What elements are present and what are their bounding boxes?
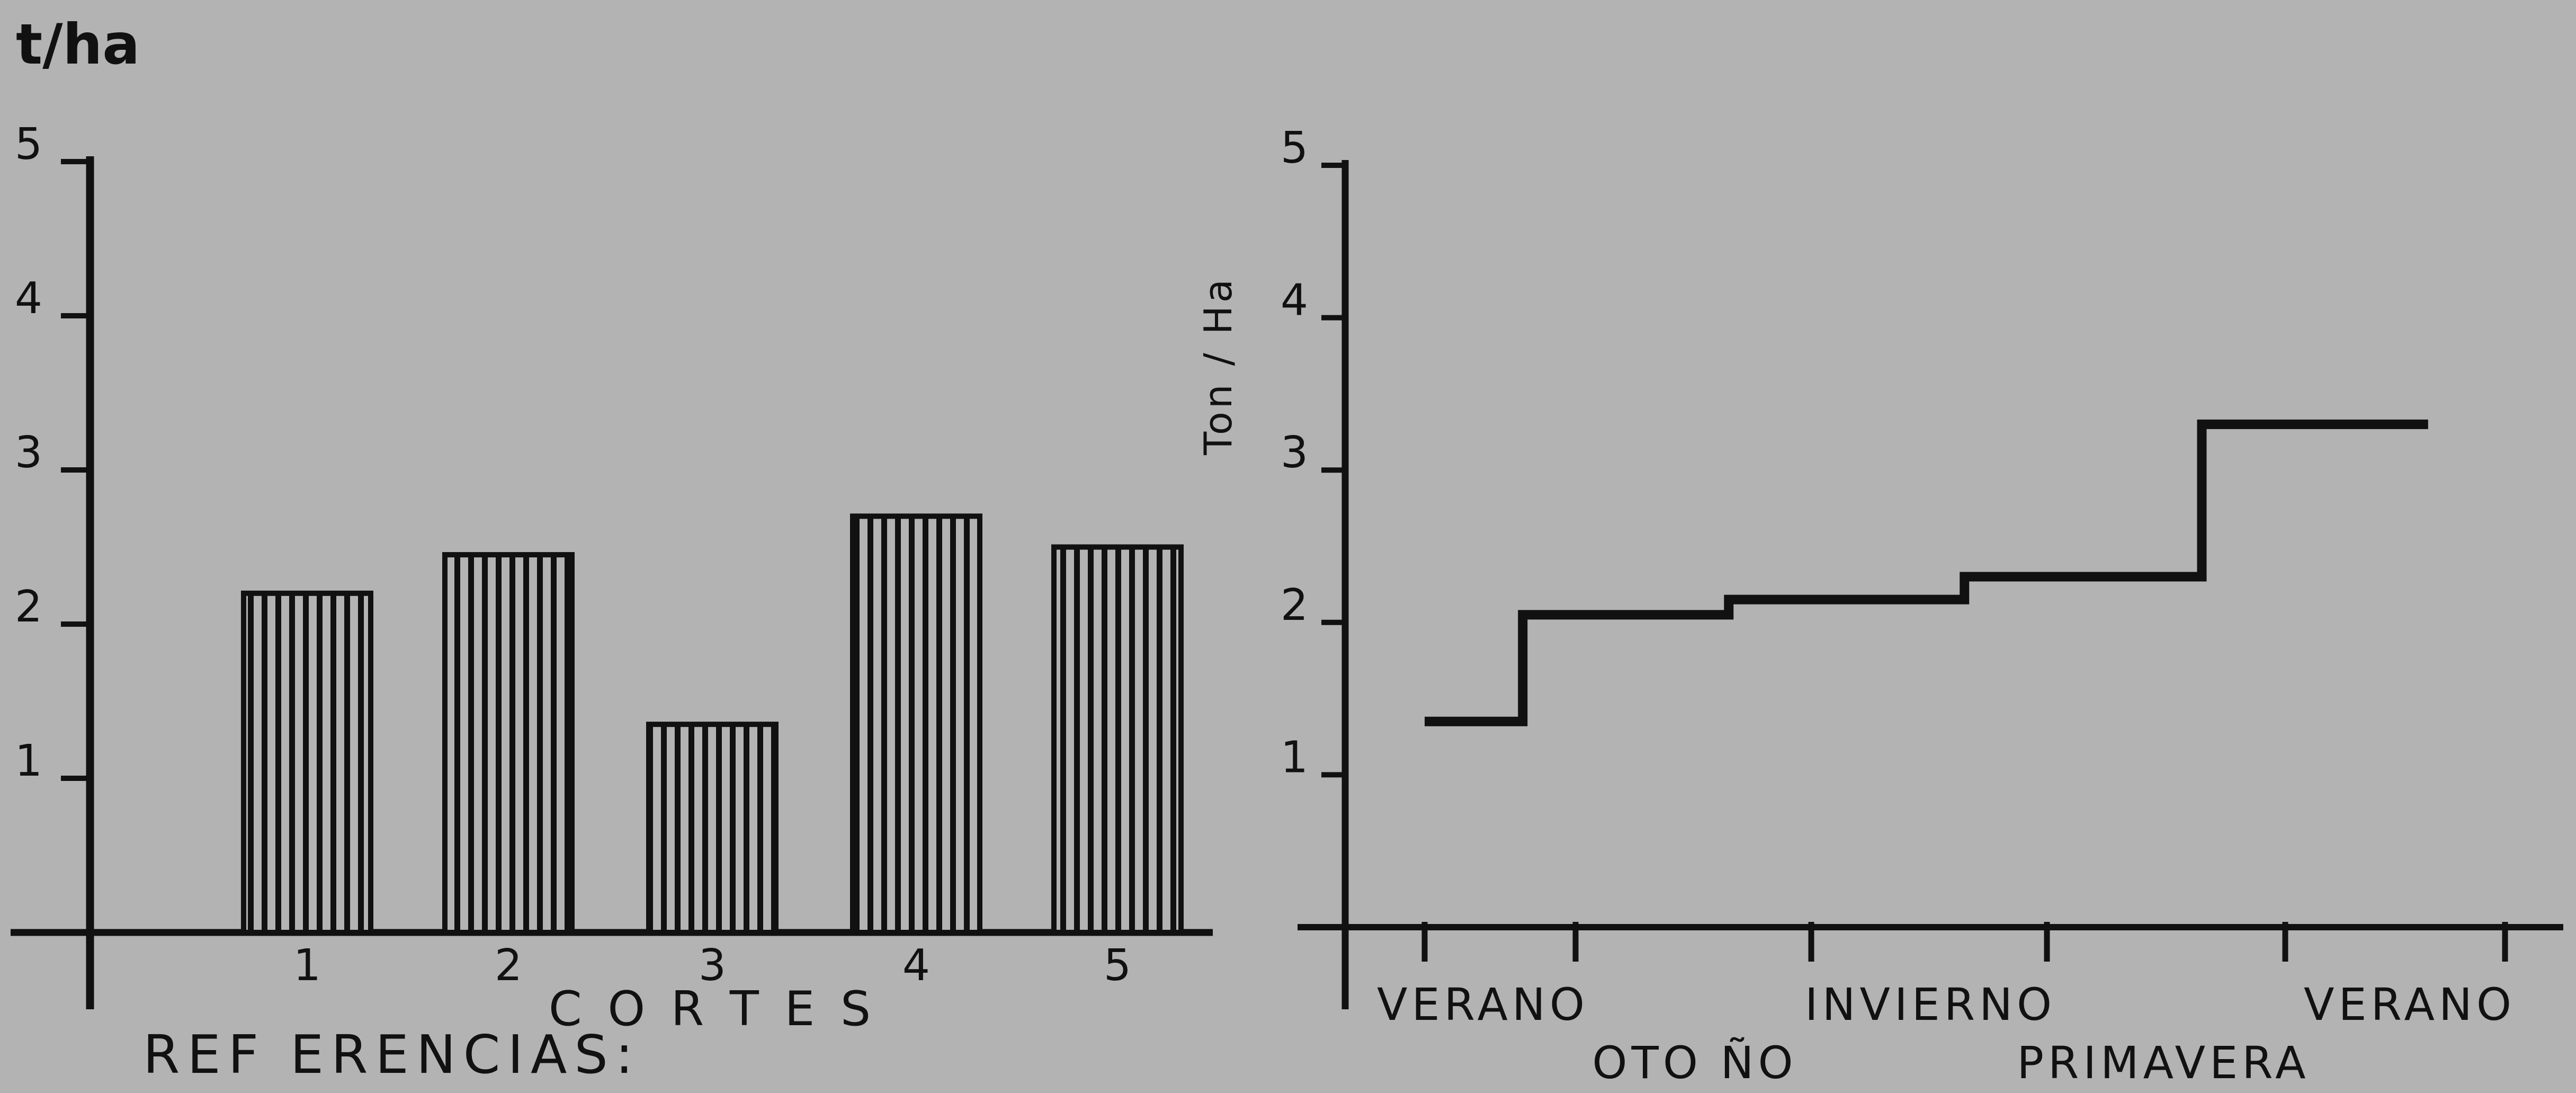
x-tick-label: 5 [1104,940,1131,991]
bar [853,516,980,932]
x-tick-label: 1 [293,940,321,991]
bar [649,724,776,932]
y-tick-label: 3 [1281,428,1308,478]
y-tick-label: 3 [15,428,42,478]
bar [1054,547,1181,933]
bar [445,555,572,932]
step-series-line [1425,424,2428,722]
x-tick-label: VERANO [1377,979,1589,1030]
y-tick-label: 2 [15,582,42,632]
references-label: REF ERENCIAS: [143,1024,641,1086]
y-tick-label: 1 [15,736,42,786]
y-tick-label: 4 [1281,276,1308,326]
x-tick-label: 4 [902,940,930,991]
unit-label: t/ha [16,12,140,77]
y-tick-label: 5 [15,119,42,170]
y-tick-label: 5 [1281,123,1308,173]
y-tick-label: 4 [15,273,42,324]
bar [244,593,371,932]
y-tick-label: 2 [1281,580,1308,630]
x-tick-label: INVIERNO [1805,979,2056,1030]
x-tick-label: VERANO [2304,979,2516,1030]
y-tick-label: 1 [1281,732,1308,783]
y-axis-title: Ton / Ha [1196,276,1240,456]
x-tick-label: PRIMAVERA [2017,1037,2310,1089]
x-tick-label: 2 [495,940,522,991]
x-tick-label: OTO ÑO [1592,1037,1797,1089]
